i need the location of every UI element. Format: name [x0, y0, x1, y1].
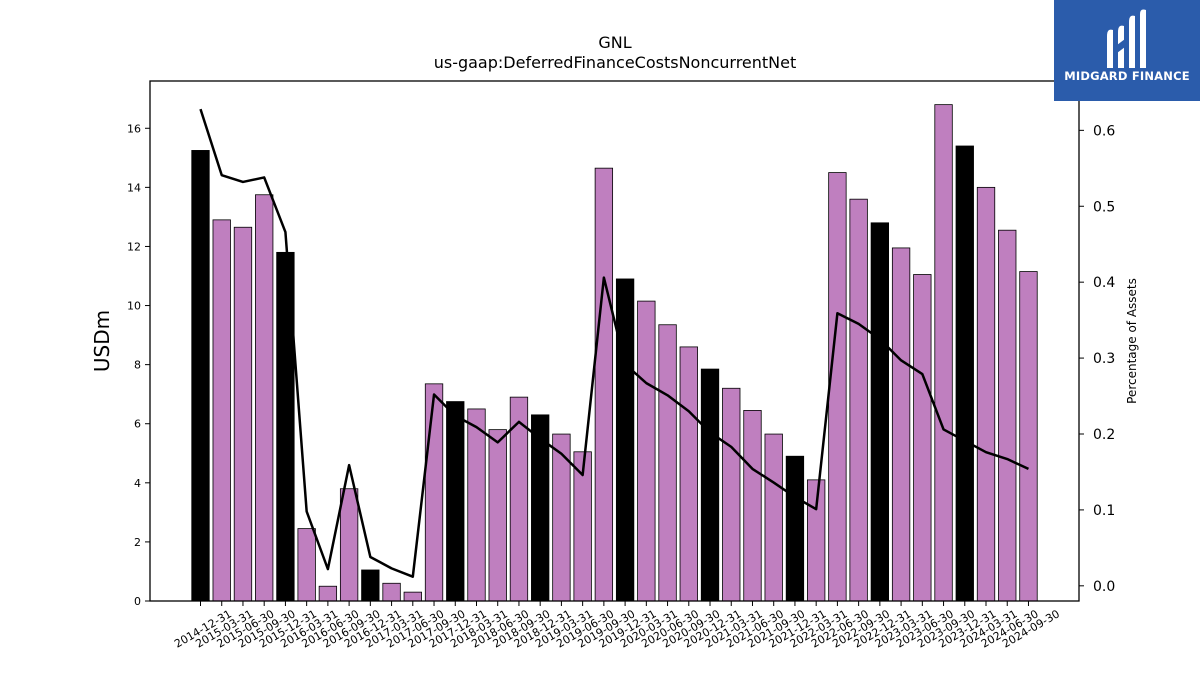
- brand-name: MIDGARD FINANCE: [1064, 69, 1190, 83]
- y-tick-label: 10: [127, 300, 141, 313]
- midgard-logo-icon: [1107, 9, 1146, 69]
- y-tick-label: 4: [134, 477, 141, 490]
- bar-2020-06-30: [658, 324, 677, 602]
- y-tick-label: 14: [127, 181, 141, 194]
- bar-2023-09-30: [934, 104, 953, 602]
- bar-2022-09-30: [849, 198, 868, 602]
- y-tick-label: 12: [127, 240, 141, 253]
- plot-frame: [149, 80, 1080, 602]
- y-tick-label: 8: [134, 359, 141, 372]
- bar-2016-12-31: [361, 569, 380, 602]
- y2-tick-label: 0.4: [1093, 275, 1115, 291]
- bar-2022-12-31: [870, 222, 890, 602]
- bar-2019-12-31: [615, 278, 635, 602]
- y-tick-label: 16: [127, 122, 141, 135]
- bar-2017-06-30: [403, 591, 422, 602]
- bar-2021-09-30: [764, 433, 783, 602]
- bar-2017-03-31: [382, 582, 401, 602]
- bar-2016-03-31: [297, 528, 316, 602]
- y-axis-label: USDm: [90, 310, 114, 372]
- bar-2020-12-31: [700, 368, 720, 602]
- y2-tick-label: 0.6: [1093, 123, 1115, 139]
- bar-2015-03-31: [212, 219, 231, 602]
- bar-2021-03-31: [722, 387, 741, 602]
- chart-subtitle: us-gaap:DeferredFinanceCostsNoncurrentNe…: [434, 53, 797, 72]
- y2-tick-label: 0.1: [1093, 503, 1115, 519]
- bar-2020-03-31: [637, 300, 656, 602]
- bar-2022-06-30: [828, 172, 847, 602]
- bar-2024-09-30: [1019, 271, 1038, 602]
- bar-2021-12-31: [785, 455, 805, 602]
- bar-2024-06-30: [998, 229, 1017, 602]
- bar-2018-03-31: [467, 408, 486, 602]
- y-tick-label: 2: [134, 536, 141, 549]
- bar-2014-12-31: [191, 150, 210, 602]
- bar-2024-03-31: [976, 186, 996, 602]
- y-tick-label: 6: [134, 418, 141, 431]
- y2-tick-label: 0.0: [1093, 579, 1115, 595]
- axes: 02468101214160.00.10.20.30.40.50.62014-1…: [127, 80, 1115, 651]
- y2-tick-label: 0.2: [1093, 427, 1115, 443]
- percentage-line: [199, 108, 1029, 578]
- bar-2017-12-31: [446, 401, 465, 602]
- y-tick-label: 0: [134, 595, 141, 608]
- percentage-line-layer: [199, 108, 1029, 578]
- bar-2023-03-31: [891, 247, 911, 602]
- bar-2018-06-30: [488, 429, 507, 602]
- bar-2015-09-30: [255, 194, 274, 602]
- y2-tick-label: 0.5: [1093, 199, 1115, 215]
- bar-2020-09-30: [679, 346, 698, 602]
- y2-tick-label: 0.3: [1093, 351, 1115, 367]
- bar-2019-09-30: [594, 167, 614, 602]
- bars: [191, 104, 1038, 602]
- brand-logo: MIDGARD FINANCE: [1054, 0, 1200, 101]
- bar-2016-06-30: [318, 585, 338, 602]
- y2-axis-label: Percentage of Assets: [1125, 278, 1139, 404]
- bar-2017-09-30: [424, 383, 444, 602]
- bar-2015-06-30: [233, 226, 253, 602]
- bar-2023-12-31: [955, 145, 974, 602]
- chart-title: GNL: [598, 33, 631, 52]
- bar-2021-06-30: [743, 410, 762, 602]
- bar-2023-06-30: [913, 274, 932, 602]
- bar-2016-09-30: [339, 488, 359, 602]
